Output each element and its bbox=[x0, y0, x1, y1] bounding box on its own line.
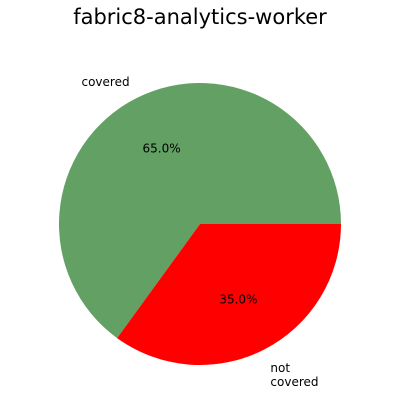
pie-slice-label-line: not bbox=[270, 361, 290, 375]
pie-slices bbox=[58, 82, 342, 366]
pie-slice-not-covered bbox=[117, 224, 341, 366]
pie-slice-covered bbox=[58, 82, 342, 339]
chart-title: fabric8-analytics-worker bbox=[73, 5, 327, 29]
pie-slice-label-covered: covered bbox=[81, 75, 129, 89]
pie-pct-label-covered: 65.0% bbox=[143, 142, 181, 156]
pie-slice-label-not-covered: not covered bbox=[270, 361, 318, 389]
pie-slice-label-line: covered bbox=[81, 75, 129, 89]
pie-pct-label-not-covered: 35.0% bbox=[219, 292, 257, 306]
pie-slice-label-line: covered bbox=[270, 375, 318, 389]
